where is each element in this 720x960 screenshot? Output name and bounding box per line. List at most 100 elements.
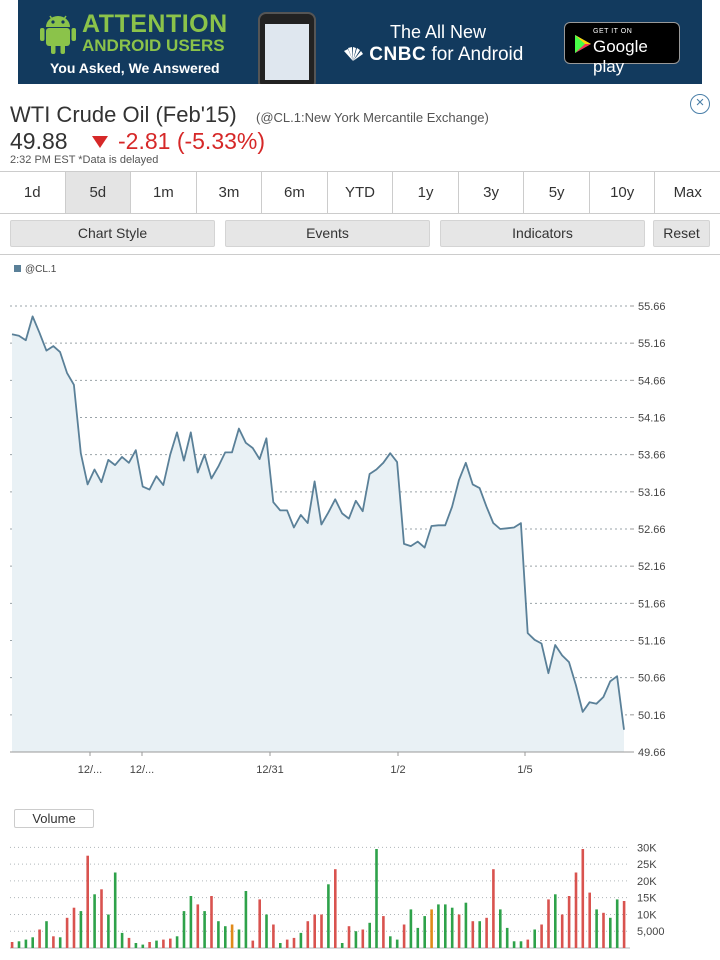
tab-max[interactable]: Max xyxy=(673,184,702,201)
volume-bar xyxy=(423,916,426,948)
volume-bar xyxy=(272,924,275,948)
volume-bar xyxy=(478,921,481,948)
volume-bar xyxy=(320,914,323,948)
volume-bar xyxy=(299,932,303,948)
volume-bar xyxy=(334,869,337,948)
close-icon[interactable]: × xyxy=(690,94,710,114)
volume-bar xyxy=(609,917,612,948)
volume-bar xyxy=(560,914,564,948)
volume-bar xyxy=(38,929,41,948)
reset-button[interactable]: Reset xyxy=(653,220,710,247)
volume-bar xyxy=(72,907,76,948)
tab-ytd[interactable]: YTD xyxy=(328,172,394,213)
volume-chart[interactable]: 30K 25K 20K 15K 10K 5,000 xyxy=(0,836,720,960)
y-tick-label: 55.16 xyxy=(638,338,666,350)
volume-bar xyxy=(24,939,28,948)
volume-bar xyxy=(519,941,523,948)
tab-1m[interactable]: 1m xyxy=(131,172,197,213)
events-button[interactable]: Events xyxy=(225,220,430,247)
y-tick-label: 52.16 xyxy=(638,561,666,573)
y-tick-label: 54.66 xyxy=(638,375,666,387)
volume-bar xyxy=(120,932,124,948)
volume-bar xyxy=(31,937,34,948)
tab-5d[interactable]: 5d xyxy=(65,172,132,213)
volume-bar xyxy=(533,929,536,948)
ad-tagline: You Asked, We Answered xyxy=(50,60,220,76)
volume-bar xyxy=(567,896,571,948)
volume-label[interactable]: Volume xyxy=(14,809,94,828)
volume-bar xyxy=(58,937,62,948)
range-tabs: 1d 5d 1m 3m 6m YTD 1y 3y 5y 10y Max xyxy=(0,171,720,214)
volume-bar xyxy=(430,909,433,948)
volume-bar xyxy=(622,901,626,948)
ad-banner[interactable]: ATTENTION ANDROID USERS You Asked, We An… xyxy=(18,0,702,84)
volume-bar xyxy=(196,904,200,948)
tab-10y[interactable]: 10y xyxy=(590,172,656,213)
tab-5y[interactable]: 5y xyxy=(524,172,590,213)
volume-bar xyxy=(409,909,413,948)
y-tick-label: 53.16 xyxy=(638,487,666,499)
volume-bar xyxy=(189,896,193,948)
volume-grid xyxy=(10,846,630,949)
x-tick-label: 1/2 xyxy=(390,764,405,776)
volume-bar xyxy=(141,944,145,948)
volume-y-labels: 30K 25K 20K 15K 10K 5,000 xyxy=(637,842,665,938)
volume-bars xyxy=(10,849,626,948)
volume-bar xyxy=(602,912,605,948)
volume-bar xyxy=(169,938,172,948)
volume-bar xyxy=(265,914,268,948)
volume-bar xyxy=(52,936,55,948)
volume-y-tick-label: 20K xyxy=(637,876,657,888)
peacock-icon xyxy=(344,47,363,61)
tab-1y[interactable]: 1y xyxy=(393,172,459,213)
phone-image xyxy=(258,12,316,84)
tab-1d[interactable]: 1d xyxy=(0,172,66,213)
ad-headline-1: ATTENTION xyxy=(82,10,228,38)
google-play-badge[interactable]: GET IT ON Google play xyxy=(564,22,680,76)
volume-bar xyxy=(615,899,619,948)
tab-3y[interactable]: 3y xyxy=(459,172,525,213)
volume-bar xyxy=(375,849,378,948)
volume-bar xyxy=(444,904,447,948)
volume-bar xyxy=(437,904,440,948)
volume-y-tick-label: 30K xyxy=(637,842,657,854)
volume-bar xyxy=(340,943,344,948)
volume-bar xyxy=(148,942,151,948)
volume-bar xyxy=(540,924,543,948)
volume-bar xyxy=(292,937,296,948)
x-axis-labels: 12/... 12/... 12/31 1/2 1/5 xyxy=(78,752,533,776)
y-tick-label: 51.66 xyxy=(638,598,666,610)
y-tick-label: 53.66 xyxy=(638,450,666,462)
volume-bar xyxy=(306,921,310,948)
volume-bar xyxy=(492,869,495,948)
price-chart[interactable]: @CL.1 55.66 55.16 54.66 54.16 53.66 53.16 52.6… xyxy=(0,256,720,796)
volume-bar xyxy=(361,929,365,948)
volume-y-tick-label: 25K xyxy=(637,859,657,871)
volume-bar xyxy=(155,940,158,948)
volume-bar xyxy=(217,921,220,948)
ad-promo-line-1: The All New xyxy=(390,22,487,42)
exchange-label: (@CL.1:New York Mercantile Exchange) xyxy=(256,110,489,125)
price-area xyxy=(12,316,624,752)
x-tick-label: 12/... xyxy=(130,764,154,776)
quote-timestamp: 2:32 PM EST *Data is delayed xyxy=(10,154,159,166)
volume-bar xyxy=(182,911,186,948)
volume-bar xyxy=(251,940,255,948)
volume-bar xyxy=(113,872,117,948)
legend-label: @CL.1 xyxy=(25,264,57,275)
x-tick-label: 1/5 xyxy=(517,764,532,776)
volume-bar xyxy=(279,943,282,948)
tab-6m[interactable]: 6m xyxy=(262,172,328,213)
volume-bar xyxy=(86,855,89,948)
volume-bar xyxy=(382,916,385,948)
volume-bar xyxy=(354,931,358,948)
ad-headline-2: ANDROID USERS xyxy=(82,36,225,55)
indicators-button[interactable]: Indicators xyxy=(440,220,645,247)
volume-bar xyxy=(368,922,371,948)
volume-bar xyxy=(464,902,468,948)
volume-bar xyxy=(244,891,248,948)
tab-3m[interactable]: 3m xyxy=(197,172,263,213)
y-tick-label: 52.66 xyxy=(638,524,666,536)
chart-style-button[interactable]: Chart Style xyxy=(10,220,215,247)
